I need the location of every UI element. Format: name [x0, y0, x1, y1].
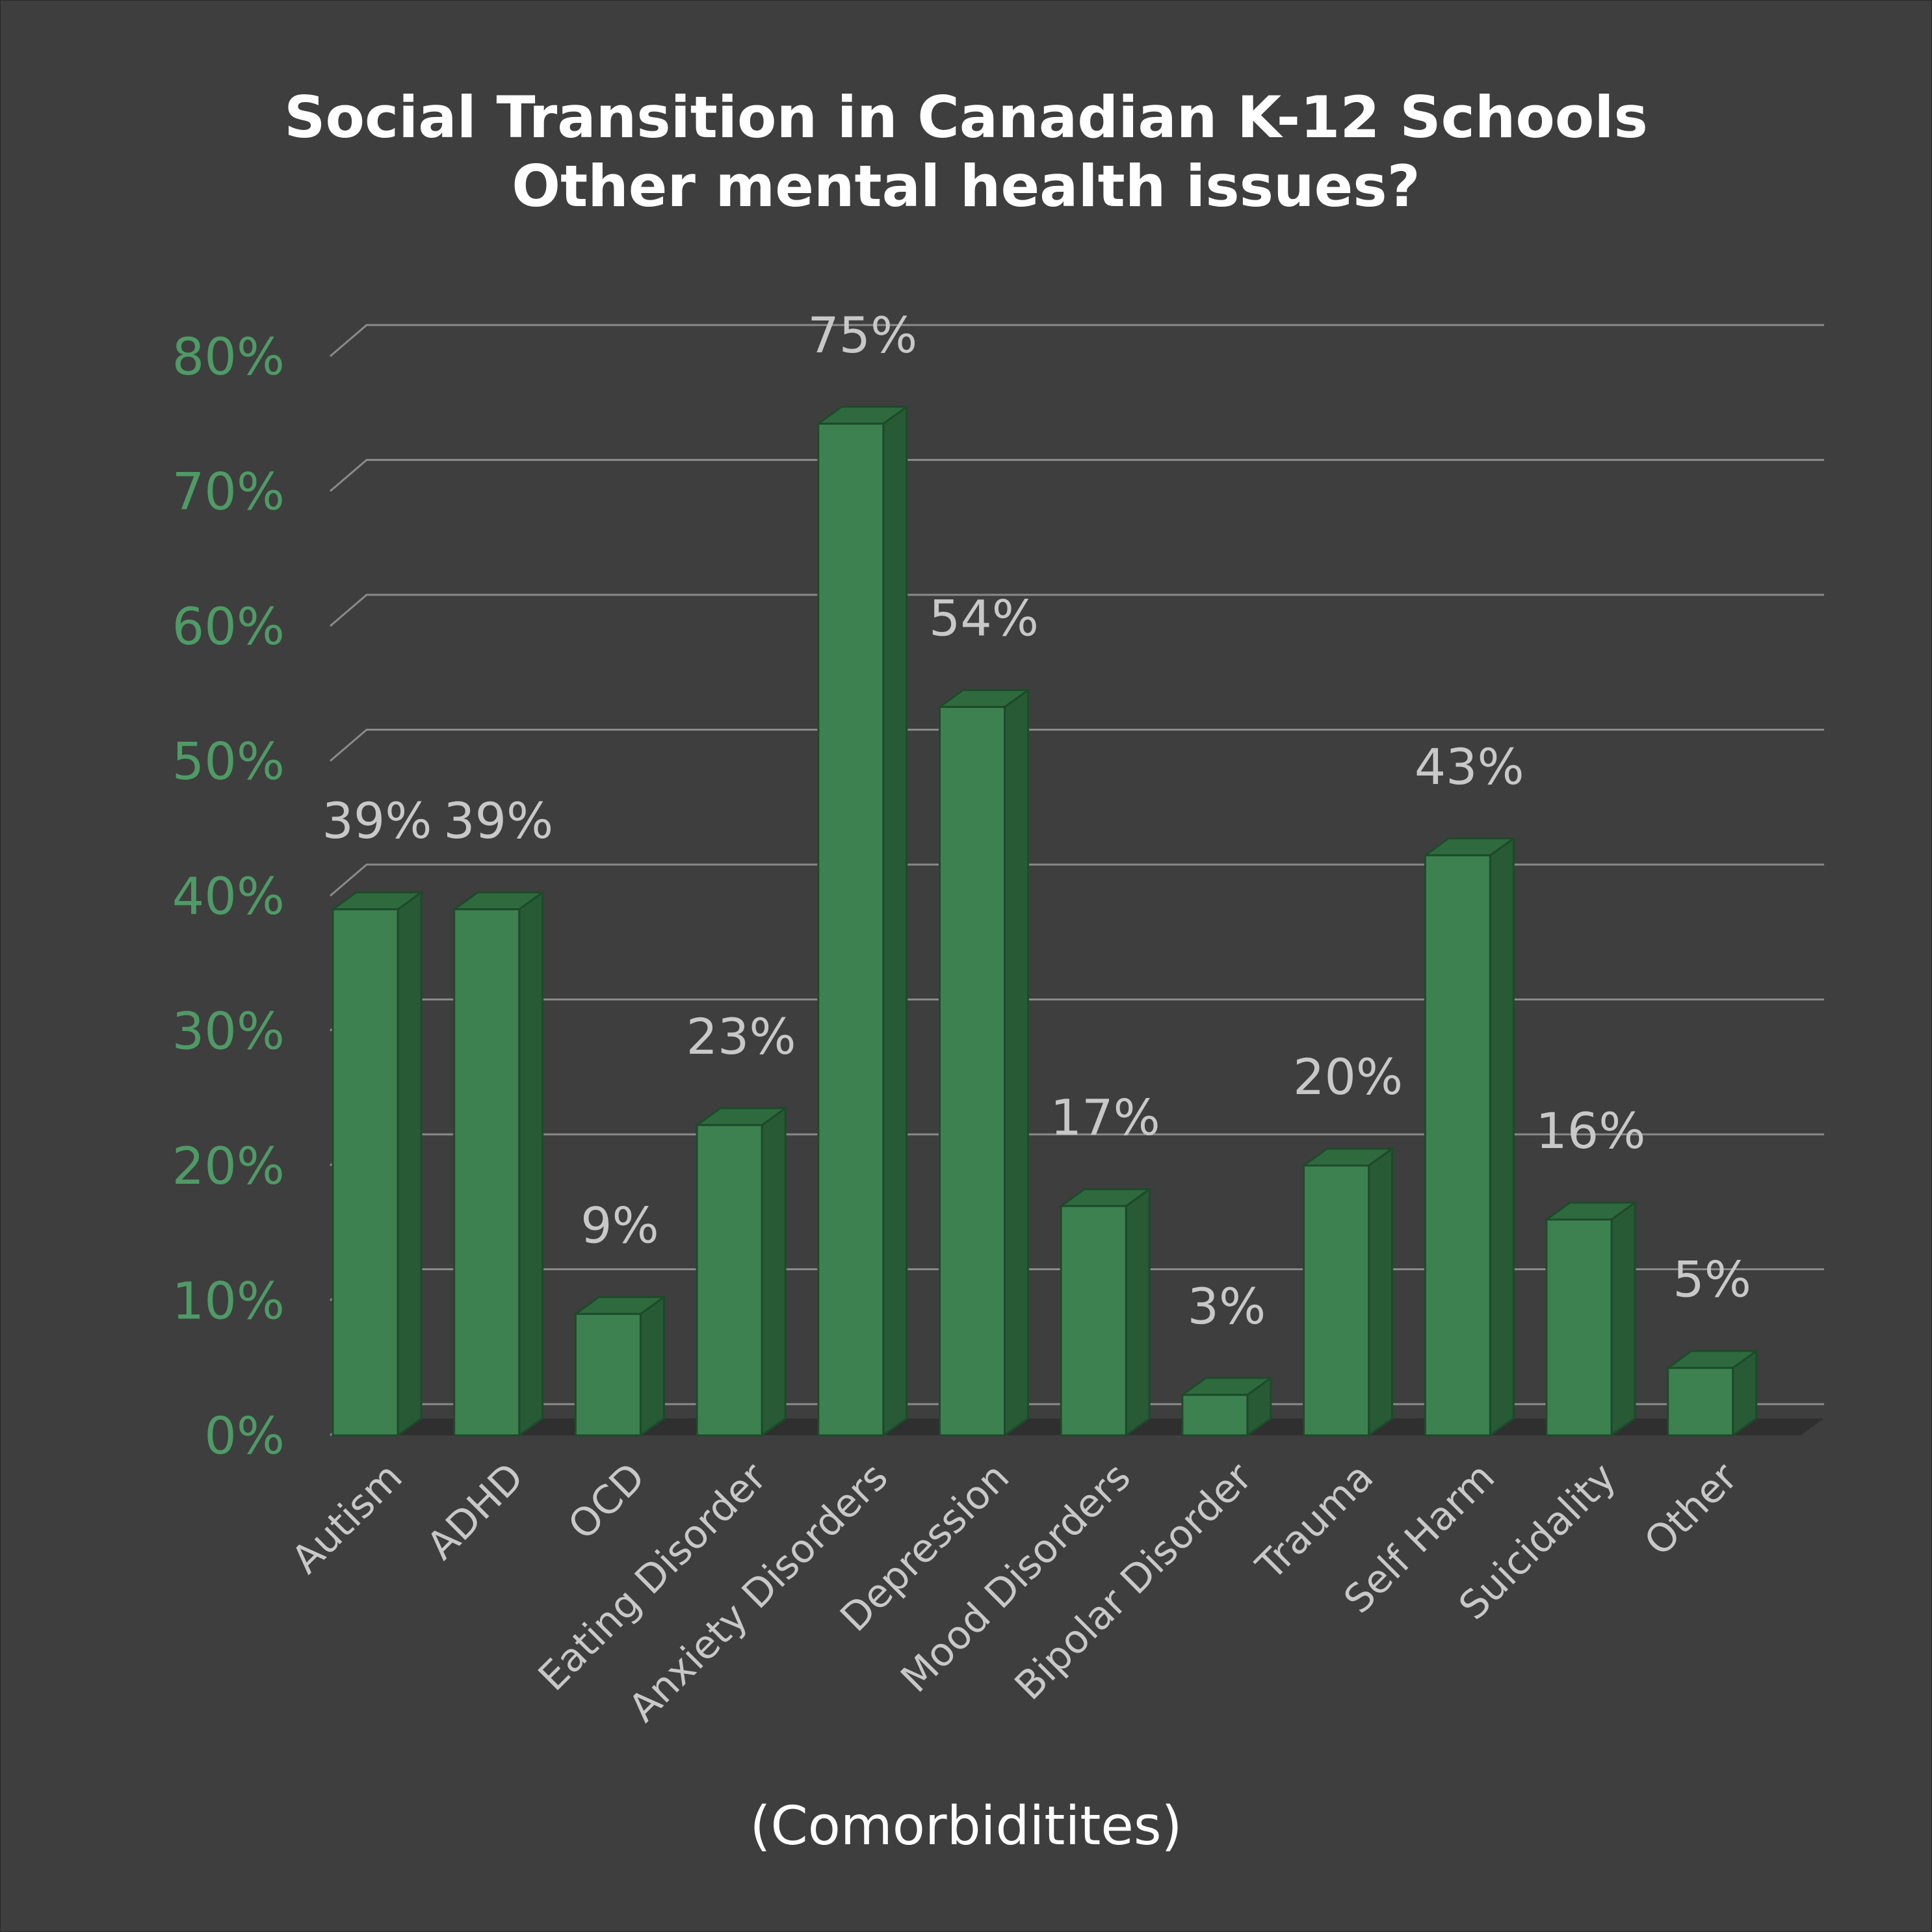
bar	[330, 890, 424, 1437]
data-label: 16%	[1536, 1102, 1646, 1160]
bar-side	[639, 1295, 665, 1437]
bar-front	[1424, 854, 1491, 1437]
data-labels: 39% 39% 9% 23% 75% 54% 17% 3% 20% 43% 16% 5%	[322, 306, 1751, 1335]
bar-side	[1125, 1187, 1151, 1437]
bar	[1058, 1187, 1153, 1437]
x-tick-label: ADHD	[419, 1454, 533, 1569]
data-label: 5%	[1673, 1250, 1751, 1308]
gridline	[330, 594, 1824, 627]
chart-subtitle: Other mental health issues?	[512, 153, 1420, 220]
data-label: 43%	[1415, 738, 1524, 796]
bar-front	[332, 908, 399, 1437]
y-tick-label: 20%	[172, 1138, 285, 1196]
bar-front	[696, 1124, 763, 1437]
y-tick-label: 40%	[172, 868, 285, 926]
bar-front	[939, 706, 1006, 1437]
data-label: 23%	[686, 1008, 796, 1065]
x-tick-label: OCD	[560, 1454, 654, 1548]
bar-front	[817, 423, 885, 1437]
chart-title-block: Social Transition in Canadian K-12 Schoo…	[0, 83, 1932, 221]
bar-front	[1667, 1366, 1734, 1437]
bar-front	[1181, 1394, 1249, 1437]
x-tick-label: Bipolar Disorder	[1006, 1454, 1261, 1709]
bars	[330, 404, 1760, 1437]
y-tick-label: 60%	[172, 598, 285, 657]
bar	[1543, 1201, 1638, 1437]
bar-front	[1060, 1205, 1127, 1437]
bar-side	[1004, 688, 1029, 1437]
bar-side	[397, 890, 423, 1437]
x-tick-label: Autism	[283, 1454, 411, 1582]
bar-front	[1303, 1164, 1370, 1437]
bar	[1179, 1376, 1274, 1437]
x-tick-label: Eating Disorder	[530, 1454, 776, 1700]
bar	[815, 404, 910, 1437]
bar	[1665, 1349, 1760, 1437]
bar-front	[453, 908, 521, 1437]
data-label: 75%	[807, 306, 917, 364]
y-tick-label: 80%	[172, 328, 285, 387]
y-tick-label: 50%	[172, 733, 285, 792]
bar	[936, 688, 1032, 1437]
y-tick-label: 10%	[172, 1273, 285, 1331]
x-axis-title: (Comorbiditites)	[750, 1795, 1182, 1857]
x-tick-label: Other	[1636, 1454, 1746, 1565]
chart-title: Social Transition in Canadian K-12 Schoo…	[284, 84, 1648, 151]
gridline	[330, 324, 1824, 358]
gridline	[330, 863, 1824, 897]
gridline	[330, 729, 1824, 762]
data-label: 17%	[1051, 1088, 1160, 1146]
bar-front	[1545, 1218, 1613, 1437]
bar-side	[761, 1106, 787, 1437]
bar-side	[518, 890, 544, 1437]
data-label: 20%	[1293, 1048, 1403, 1106]
bar-side	[1489, 836, 1515, 1437]
bar	[1300, 1147, 1396, 1437]
bar	[1422, 836, 1517, 1437]
data-label: 54%	[929, 590, 1039, 647]
bar-front	[574, 1312, 642, 1437]
data-label: 39%	[443, 792, 553, 850]
bar-side	[1610, 1201, 1636, 1437]
y-tick-label: 0%	[204, 1407, 285, 1466]
data-label: 39%	[322, 792, 432, 850]
bar	[572, 1295, 668, 1437]
data-label: 3%	[1188, 1277, 1266, 1335]
bar	[451, 890, 546, 1437]
data-label: 9%	[581, 1196, 659, 1254]
y-tick-label: 30%	[172, 1003, 285, 1062]
bar	[694, 1106, 789, 1437]
gridline	[330, 999, 1824, 1032]
y-axis-ticks: 0% 10% 20% 30% 40% 50% 60% 70% 80%	[172, 328, 285, 1466]
x-tick-label: Mood Disorders	[893, 1454, 1140, 1701]
bar-side	[1368, 1147, 1394, 1437]
y-tick-label: 70%	[172, 463, 285, 522]
gridline	[330, 459, 1824, 492]
bar-side	[882, 404, 908, 1437]
